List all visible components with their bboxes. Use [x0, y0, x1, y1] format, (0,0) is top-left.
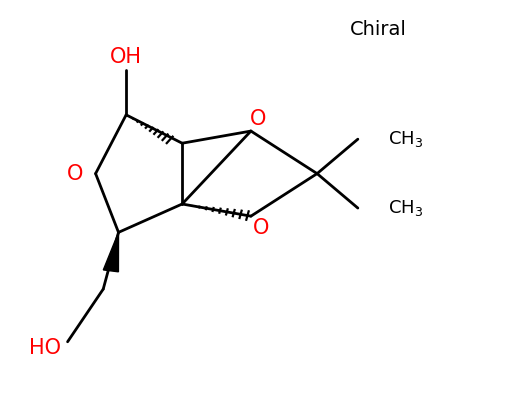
Text: Chiral: Chiral [350, 20, 407, 39]
Text: HO: HO [29, 338, 61, 358]
Text: CH$_3$: CH$_3$ [389, 129, 423, 149]
Text: CH$_3$: CH$_3$ [389, 198, 423, 218]
Text: O: O [253, 218, 269, 238]
Polygon shape [103, 233, 118, 272]
Text: O: O [67, 164, 83, 184]
Text: O: O [250, 109, 267, 129]
Text: OH: OH [110, 47, 142, 67]
